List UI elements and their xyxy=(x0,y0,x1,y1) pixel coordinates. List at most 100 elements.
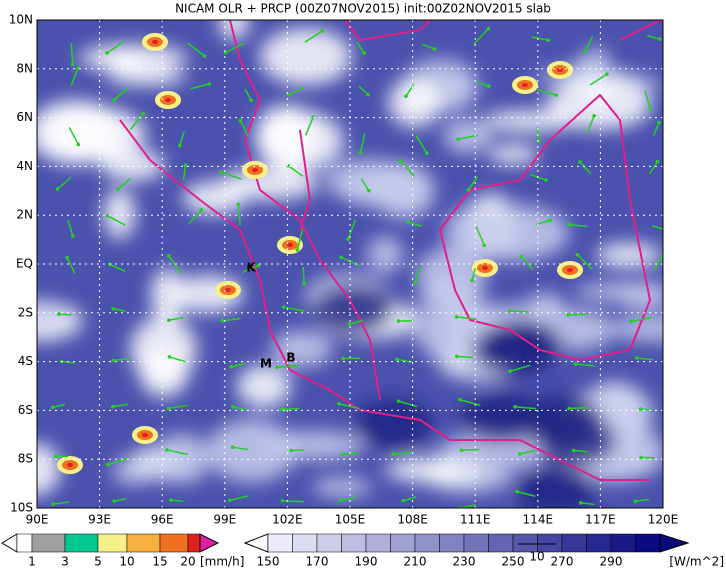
wind-arrow-head xyxy=(413,281,417,285)
wind-arrow xyxy=(647,34,660,40)
wind-arrow-head xyxy=(655,159,660,164)
colorbar-box xyxy=(439,533,465,553)
coastline xyxy=(229,20,381,401)
wind-arrow-head xyxy=(454,315,459,319)
wind-arrow xyxy=(459,398,481,407)
wind-arrow-head xyxy=(366,92,370,97)
wind-arrow-head xyxy=(295,248,300,252)
wind-arrow xyxy=(109,263,126,272)
colorbar-label: 270 xyxy=(551,555,574,569)
lat-label: 10S xyxy=(10,501,33,515)
colorbar-label: 20 xyxy=(180,555,195,569)
wind-arrow-head xyxy=(633,499,638,504)
cloud xyxy=(207,418,297,483)
lat-label: 2S xyxy=(18,305,33,319)
colorbar-box xyxy=(267,533,293,553)
wind-arrow xyxy=(407,221,423,227)
colorbar-box xyxy=(414,533,440,553)
cloud xyxy=(264,430,365,461)
wind-arrow-head xyxy=(455,354,459,359)
wind-arrow xyxy=(61,360,76,364)
wind-arrow xyxy=(575,363,595,367)
wind-arrow-head xyxy=(358,150,363,155)
wind-arrow-head xyxy=(470,278,474,283)
wind-arrow-head xyxy=(482,243,487,248)
rain-cell xyxy=(567,268,573,272)
colorbar-label: 150 xyxy=(257,555,280,569)
wind-arrow xyxy=(241,265,259,274)
colorbar-box xyxy=(159,533,189,553)
wind-arrow xyxy=(584,36,594,52)
wind-arrow-head xyxy=(592,114,596,118)
wind-arrow xyxy=(414,265,423,284)
dark-area xyxy=(522,394,603,445)
wind-arrow-head xyxy=(112,97,117,102)
wind-arrow xyxy=(520,256,534,270)
colorbar-label: 10 xyxy=(119,555,134,569)
cloud xyxy=(150,268,185,323)
wind-arrow xyxy=(399,160,415,177)
colorbar-end xyxy=(659,533,690,553)
wind-arrow-head xyxy=(110,404,115,409)
wind-arrow xyxy=(461,448,480,451)
wind-arrow-head xyxy=(183,163,188,167)
wind-arrow-head xyxy=(515,489,519,494)
lat-label: 8S xyxy=(18,452,33,466)
wind-arrow-head xyxy=(404,94,408,98)
wind-arrow xyxy=(630,316,652,323)
lat-label: 2N xyxy=(16,208,33,222)
colorbar-box xyxy=(126,533,161,553)
cloud xyxy=(442,118,492,154)
wind-arrow xyxy=(244,88,252,101)
wind-arrow-head xyxy=(76,142,81,147)
wind-arrow-head xyxy=(249,98,253,102)
wind-arrow xyxy=(531,36,549,41)
lon-label: 105E xyxy=(335,513,366,527)
wind-arrow-head xyxy=(320,29,324,33)
wind-arrow-head xyxy=(116,187,120,192)
cloud xyxy=(112,458,153,485)
wind-arrow-head xyxy=(289,448,294,453)
vector-reference-label: 10 xyxy=(529,550,544,564)
wind-arrow xyxy=(580,502,595,506)
wind-arrow xyxy=(239,120,249,137)
wind-arrow xyxy=(168,316,184,321)
wind-arrow xyxy=(168,404,188,410)
wind-arrow-head xyxy=(635,356,639,360)
cloud xyxy=(342,175,432,208)
wind-arrow xyxy=(467,176,479,191)
wind-arrow xyxy=(67,219,74,237)
wind-arrow xyxy=(537,88,557,96)
wind-arrow xyxy=(182,165,187,181)
wind-arrow xyxy=(340,496,356,502)
wind-arrow-head xyxy=(141,111,145,116)
cloud xyxy=(461,205,569,262)
wind-arrow-head xyxy=(362,51,367,55)
dark-area xyxy=(353,399,434,450)
wind-arrow-head xyxy=(663,249,667,253)
wind-arrow xyxy=(114,498,127,502)
colorbar-box xyxy=(390,533,416,553)
wind-arrow-head xyxy=(398,159,403,163)
wind-arrow-head xyxy=(231,405,235,409)
cloud xyxy=(153,433,211,484)
wind-arrow-head xyxy=(70,62,75,66)
wind-arrow xyxy=(302,266,305,284)
wind-arrow-head xyxy=(219,170,224,175)
cloud xyxy=(236,364,291,408)
rain-cell xyxy=(225,288,231,292)
cloud xyxy=(546,78,652,130)
cloud xyxy=(420,278,483,320)
colorbar-box xyxy=(365,533,391,553)
colorbar-box xyxy=(635,533,661,553)
wind-arrow-head xyxy=(657,37,662,41)
wind-arrow-head xyxy=(578,160,582,164)
wind-arrow-head xyxy=(282,305,286,309)
cloud xyxy=(617,282,663,310)
cloud xyxy=(270,330,333,368)
wind-arrow-head xyxy=(337,402,341,406)
wind-arrow-head xyxy=(341,356,346,361)
lon-label: 90E xyxy=(26,513,49,527)
wind-arrow-head xyxy=(575,252,580,257)
wind-arrow-head xyxy=(112,499,117,503)
